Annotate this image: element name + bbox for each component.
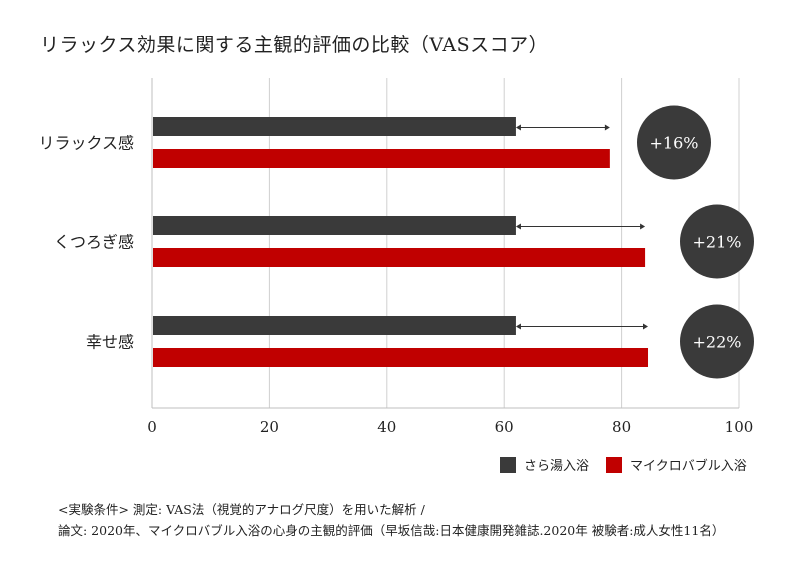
arrowhead-left (515, 323, 521, 330)
difference-badge (680, 204, 754, 279)
arrowhead-left (515, 124, 521, 131)
difference-label: +16% (650, 134, 699, 153)
difference-label: +22% (693, 333, 742, 352)
bar-sara (153, 216, 516, 235)
bar-sara (153, 316, 516, 335)
bar-microbubble (153, 149, 610, 168)
bar-sara (153, 117, 516, 136)
legend-swatch-microbubble (606, 456, 622, 473)
difference-badge (680, 304, 754, 379)
category-label: くつろぎ感 (54, 233, 134, 252)
arrowhead-right (643, 323, 649, 330)
difference-badge (637, 105, 711, 180)
arrowhead-right (640, 223, 646, 230)
arrowhead-right (604, 124, 610, 131)
legend-label-sara: さら湯入浴 (524, 459, 590, 474)
note-paper: 論文: 2020年、マイクロバブル入浴の心身の主観的評価（早坂信哉:日本健康開発… (58, 523, 725, 538)
x-tick-label: 60 (495, 418, 514, 436)
x-tick-label: 40 (377, 418, 396, 436)
category-label: リラックス感 (38, 134, 134, 153)
category-label: 幸せ感 (86, 333, 134, 352)
x-tick-label: 80 (612, 418, 631, 436)
arrowhead-left (515, 223, 521, 230)
x-tick-label: 20 (260, 418, 279, 436)
legend-item-sara: さら湯入浴 (500, 455, 589, 474)
bar-microbubble (153, 348, 649, 367)
note-conditions: <実験条件> 測定: VAS法（視覚的アナログ尺度）を用いた解析 / (58, 502, 425, 517)
bar-microbubble (153, 248, 646, 267)
legend-label-microbubble: マイクロバブル入浴 (630, 459, 747, 474)
chart-title: リラックス効果に関する主観的評価の比較（VASスコア） (40, 34, 549, 56)
x-tick-label: 0 (147, 418, 157, 436)
legend-item-microbubble: マイクロバブル入浴 (606, 455, 747, 474)
difference-label: +21% (693, 233, 742, 252)
x-tick-label: 100 (725, 418, 754, 436)
legend-swatch-sara (500, 456, 516, 473)
